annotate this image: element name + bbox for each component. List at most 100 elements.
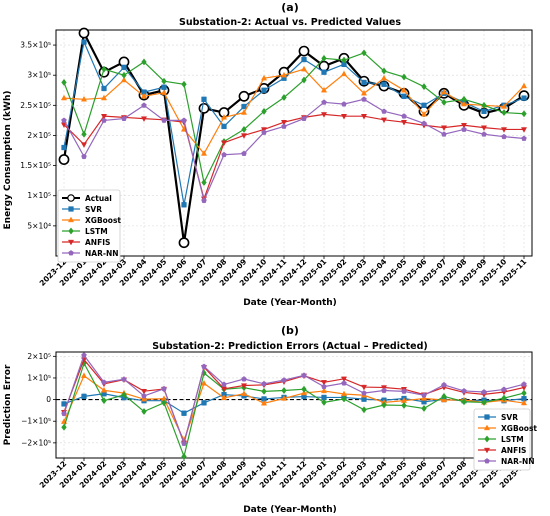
panel-b-title: Substation-2: Prediction Errors (Actual … — [152, 341, 428, 352]
data-point-lstm — [61, 78, 67, 86]
data-point-svr — [201, 96, 207, 102]
data-point-anfis — [140, 116, 148, 122]
series-actual — [58, 27, 530, 249]
data-point-anfis — [240, 383, 248, 389]
data-point-xgboost — [140, 92, 148, 99]
data-point-lstm — [121, 391, 127, 399]
y-tick-label: 1.5×10⁵ — [20, 161, 51, 170]
data-point-nar-nn — [81, 153, 87, 159]
data-point-nar-nn — [121, 115, 127, 121]
series-line-svr — [63, 393, 525, 414]
data-point-lstm — [521, 389, 527, 397]
panel-b-chart: (b) Substation-2: Prediction Errors (Act… — [3, 324, 537, 515]
data-point-nar-nn — [461, 126, 467, 132]
data-point-anfis — [140, 388, 148, 395]
data-point-nar-nn — [461, 387, 467, 394]
data-point-xgboost — [420, 395, 428, 401]
data-point-anfis — [80, 142, 88, 148]
y-tick-label: 1×10⁵ — [27, 191, 51, 200]
data-point-lstm — [341, 56, 347, 64]
data-point-svr — [481, 108, 487, 115]
data-point-lstm — [161, 399, 167, 407]
data-point-xgboost — [460, 100, 468, 107]
data-point-lstm — [281, 386, 287, 395]
data-point-anfis — [500, 127, 508, 133]
data-point-lstm — [381, 401, 387, 409]
series-line-xgboost — [63, 374, 525, 442]
y-tick-label: 3.5×10⁵ — [20, 41, 51, 50]
data-point-anfis — [100, 114, 108, 120]
data-point-lstm — [461, 95, 467, 103]
data-point-xgboost — [240, 109, 248, 115]
data-point-nar-nn — [281, 377, 287, 383]
data-point-nar-nn — [321, 99, 327, 105]
data-point-lstm — [301, 76, 307, 84]
data-point-xgboost — [320, 86, 328, 93]
data-point-lstm — [361, 406, 367, 414]
plot-frame — [55, 29, 533, 257]
data-point-lstm — [481, 398, 487, 406]
data-point-anfis — [280, 120, 288, 126]
data-point-anfis — [240, 133, 248, 139]
data-point-xgboost — [60, 94, 68, 101]
y-tick-label: −1×10⁵ — [21, 417, 51, 426]
data-point-anfis — [340, 376, 348, 383]
series-nar-nn — [61, 352, 527, 446]
data-point-xgboost — [380, 74, 388, 81]
data-point-lstm — [381, 67, 387, 75]
data-point-lstm — [481, 101, 487, 109]
data-point-svr — [81, 393, 87, 399]
series-xgboost — [60, 65, 528, 156]
data-point-svr — [401, 93, 407, 99]
data-point-lstm — [161, 77, 167, 85]
data-point-xgboost — [280, 71, 288, 78]
data-point-nar-nn — [401, 113, 407, 119]
data-point-xgboost — [80, 95, 88, 102]
data-point-lstm — [421, 83, 427, 91]
legend-marker-lstm — [68, 227, 74, 235]
y-tick-label: 0 — [46, 395, 51, 404]
data-point-svr — [521, 396, 527, 402]
data-point-svr — [61, 144, 67, 151]
data-point-lstm — [441, 98, 447, 106]
data-point-lstm — [121, 71, 127, 79]
panel-a-title: Substation-2: Actual vs. Predicted Value… — [179, 17, 401, 28]
data-point-lstm — [61, 423, 67, 431]
data-point-lstm — [101, 65, 107, 73]
data-point-nar-nn — [381, 108, 387, 114]
data-point-lstm — [181, 80, 187, 88]
data-point-anfis — [340, 114, 348, 120]
data-point-xgboost — [440, 88, 448, 95]
data-point-nar-nn — [201, 363, 207, 369]
data-point-svr — [181, 410, 187, 416]
legend-label-xgboost: XGBoost — [501, 424, 537, 433]
panel-a-ylabel: Energy Consumption (kWh) — [3, 91, 13, 230]
data-point-svr — [521, 95, 527, 101]
legend-label-nar-nn: NAR-NN — [85, 249, 119, 258]
series-svr — [61, 39, 527, 208]
data-point-xgboost — [340, 70, 348, 77]
data-point-nar-nn — [61, 117, 67, 123]
data-point-nar-nn — [421, 120, 427, 126]
panel-a-chart: (a) Substation-2: Actual vs. Predicted V… — [3, 1, 533, 308]
series-lstm — [61, 359, 527, 461]
series-line-svr — [63, 40, 525, 205]
data-point-svr — [141, 89, 147, 95]
data-point-lstm — [441, 392, 447, 400]
data-point-xgboost — [520, 82, 528, 89]
series-line-lstm — [63, 52, 525, 185]
data-point-svr — [221, 123, 227, 130]
data-point-anfis — [380, 117, 388, 124]
series-line-nar-nn — [63, 353, 525, 446]
series-line-lstm — [63, 361, 525, 459]
legend-label-lstm: LSTM — [85, 227, 108, 236]
legend-marker-actual — [67, 194, 75, 202]
data-point-nar-nn — [201, 197, 207, 203]
data-point-svr — [301, 56, 307, 63]
data-point-xgboost — [200, 379, 208, 386]
legend-marker-nar-nn — [68, 250, 74, 256]
data-point-xgboost — [260, 74, 268, 81]
data-point-nar-nn — [241, 376, 247, 382]
data-point-nar-nn — [121, 376, 127, 382]
panel-a-label: (a) — [281, 1, 298, 14]
